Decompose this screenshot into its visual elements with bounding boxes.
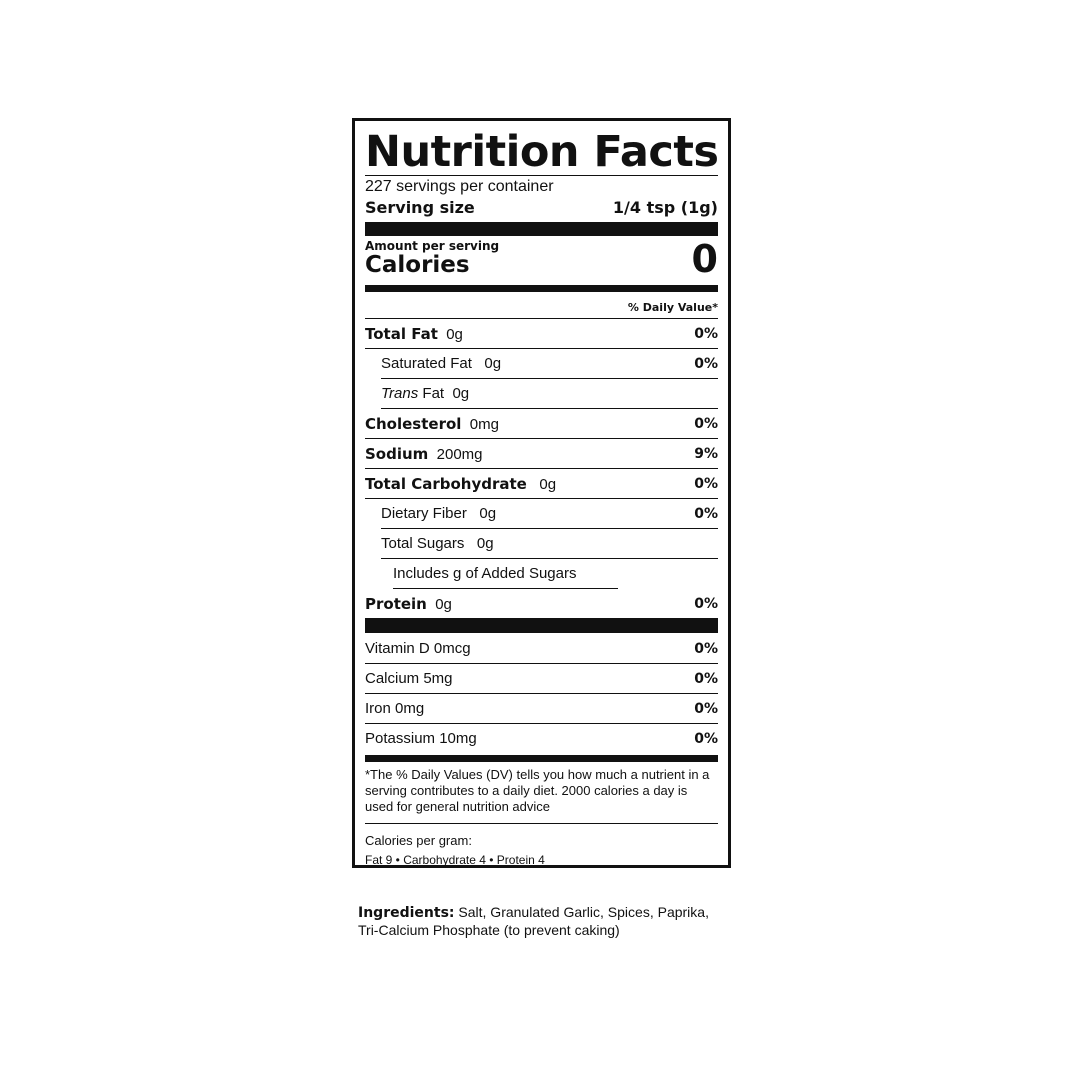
vitamin-row-iron: Iron 0mg 0% bbox=[365, 694, 718, 724]
nutrient-row-total-fat: Total Fat 0g 0% bbox=[365, 319, 718, 349]
calories-per-gram: Fat 9 • Carbohydrate 4 • Protein 4 bbox=[365, 853, 545, 867]
divider bbox=[365, 318, 718, 319]
vitamin-row-potassium: Potassium 10mg 0% bbox=[365, 730, 718, 747]
nutrient-row-sodium: Sodium 200mg 9% bbox=[365, 439, 718, 469]
nutrient-row-saturated-fat: Saturated Fat 0g 0% bbox=[381, 349, 718, 379]
medium-divider bbox=[365, 285, 718, 292]
ingredients-text: Salt, Granulated Garlic, Spices, Paprika… bbox=[358, 904, 709, 938]
serving-size-label: Serving size bbox=[365, 198, 475, 217]
nutrient-row-protein: Protein 0g 0% bbox=[365, 594, 718, 613]
daily-value-header: % Daily Value* bbox=[627, 301, 718, 314]
thick-divider bbox=[365, 222, 718, 236]
nutrient-row-total-carbohydrate: Total Carbohydrate 0g 0% bbox=[365, 469, 718, 499]
serving-size-value: 1/4 tsp (1g) bbox=[612, 198, 718, 217]
nutrient-row-trans-fat: Trans Fat 0g bbox=[381, 379, 718, 409]
nutrient-row-added-sugars: Includes g of Added Sugars bbox=[393, 559, 618, 589]
nutrient-row-cholesterol: Cholesterol 0mg 0% bbox=[365, 409, 718, 439]
nutrient-row-dietary-fiber: Dietary Fiber 0g 0% bbox=[381, 499, 718, 529]
vitamin-row-vitamin-d: Vitamin D 0mcg 0% bbox=[365, 634, 718, 664]
ingredients: Ingredients: Salt, Granulated Garlic, Sp… bbox=[358, 904, 728, 939]
calories-per-gram-label: Calories per gram: bbox=[365, 833, 472, 848]
servings-per-container: 227 servings per container bbox=[365, 178, 554, 195]
nutrient-row-total-sugars: Total Sugars 0g bbox=[381, 529, 718, 559]
divider bbox=[365, 823, 718, 824]
thick-divider bbox=[365, 618, 718, 633]
calories-value: 0 bbox=[691, 237, 718, 281]
footnote: *The % Daily Values (DV) tells you how m… bbox=[365, 767, 710, 814]
vitamin-row-calcium: Calcium 5mg 0% bbox=[365, 664, 718, 694]
ingredients-label: Ingredients: bbox=[358, 905, 455, 921]
divider bbox=[365, 175, 718, 176]
label-title: Nutrition Facts bbox=[365, 127, 719, 177]
medium-divider bbox=[365, 755, 718, 762]
calories-label: Calories bbox=[365, 252, 470, 278]
nutrition-facts-label: Nutrition Facts 227 servings per contain… bbox=[352, 118, 731, 868]
amount-per-serving: Amount per serving bbox=[365, 239, 500, 253]
